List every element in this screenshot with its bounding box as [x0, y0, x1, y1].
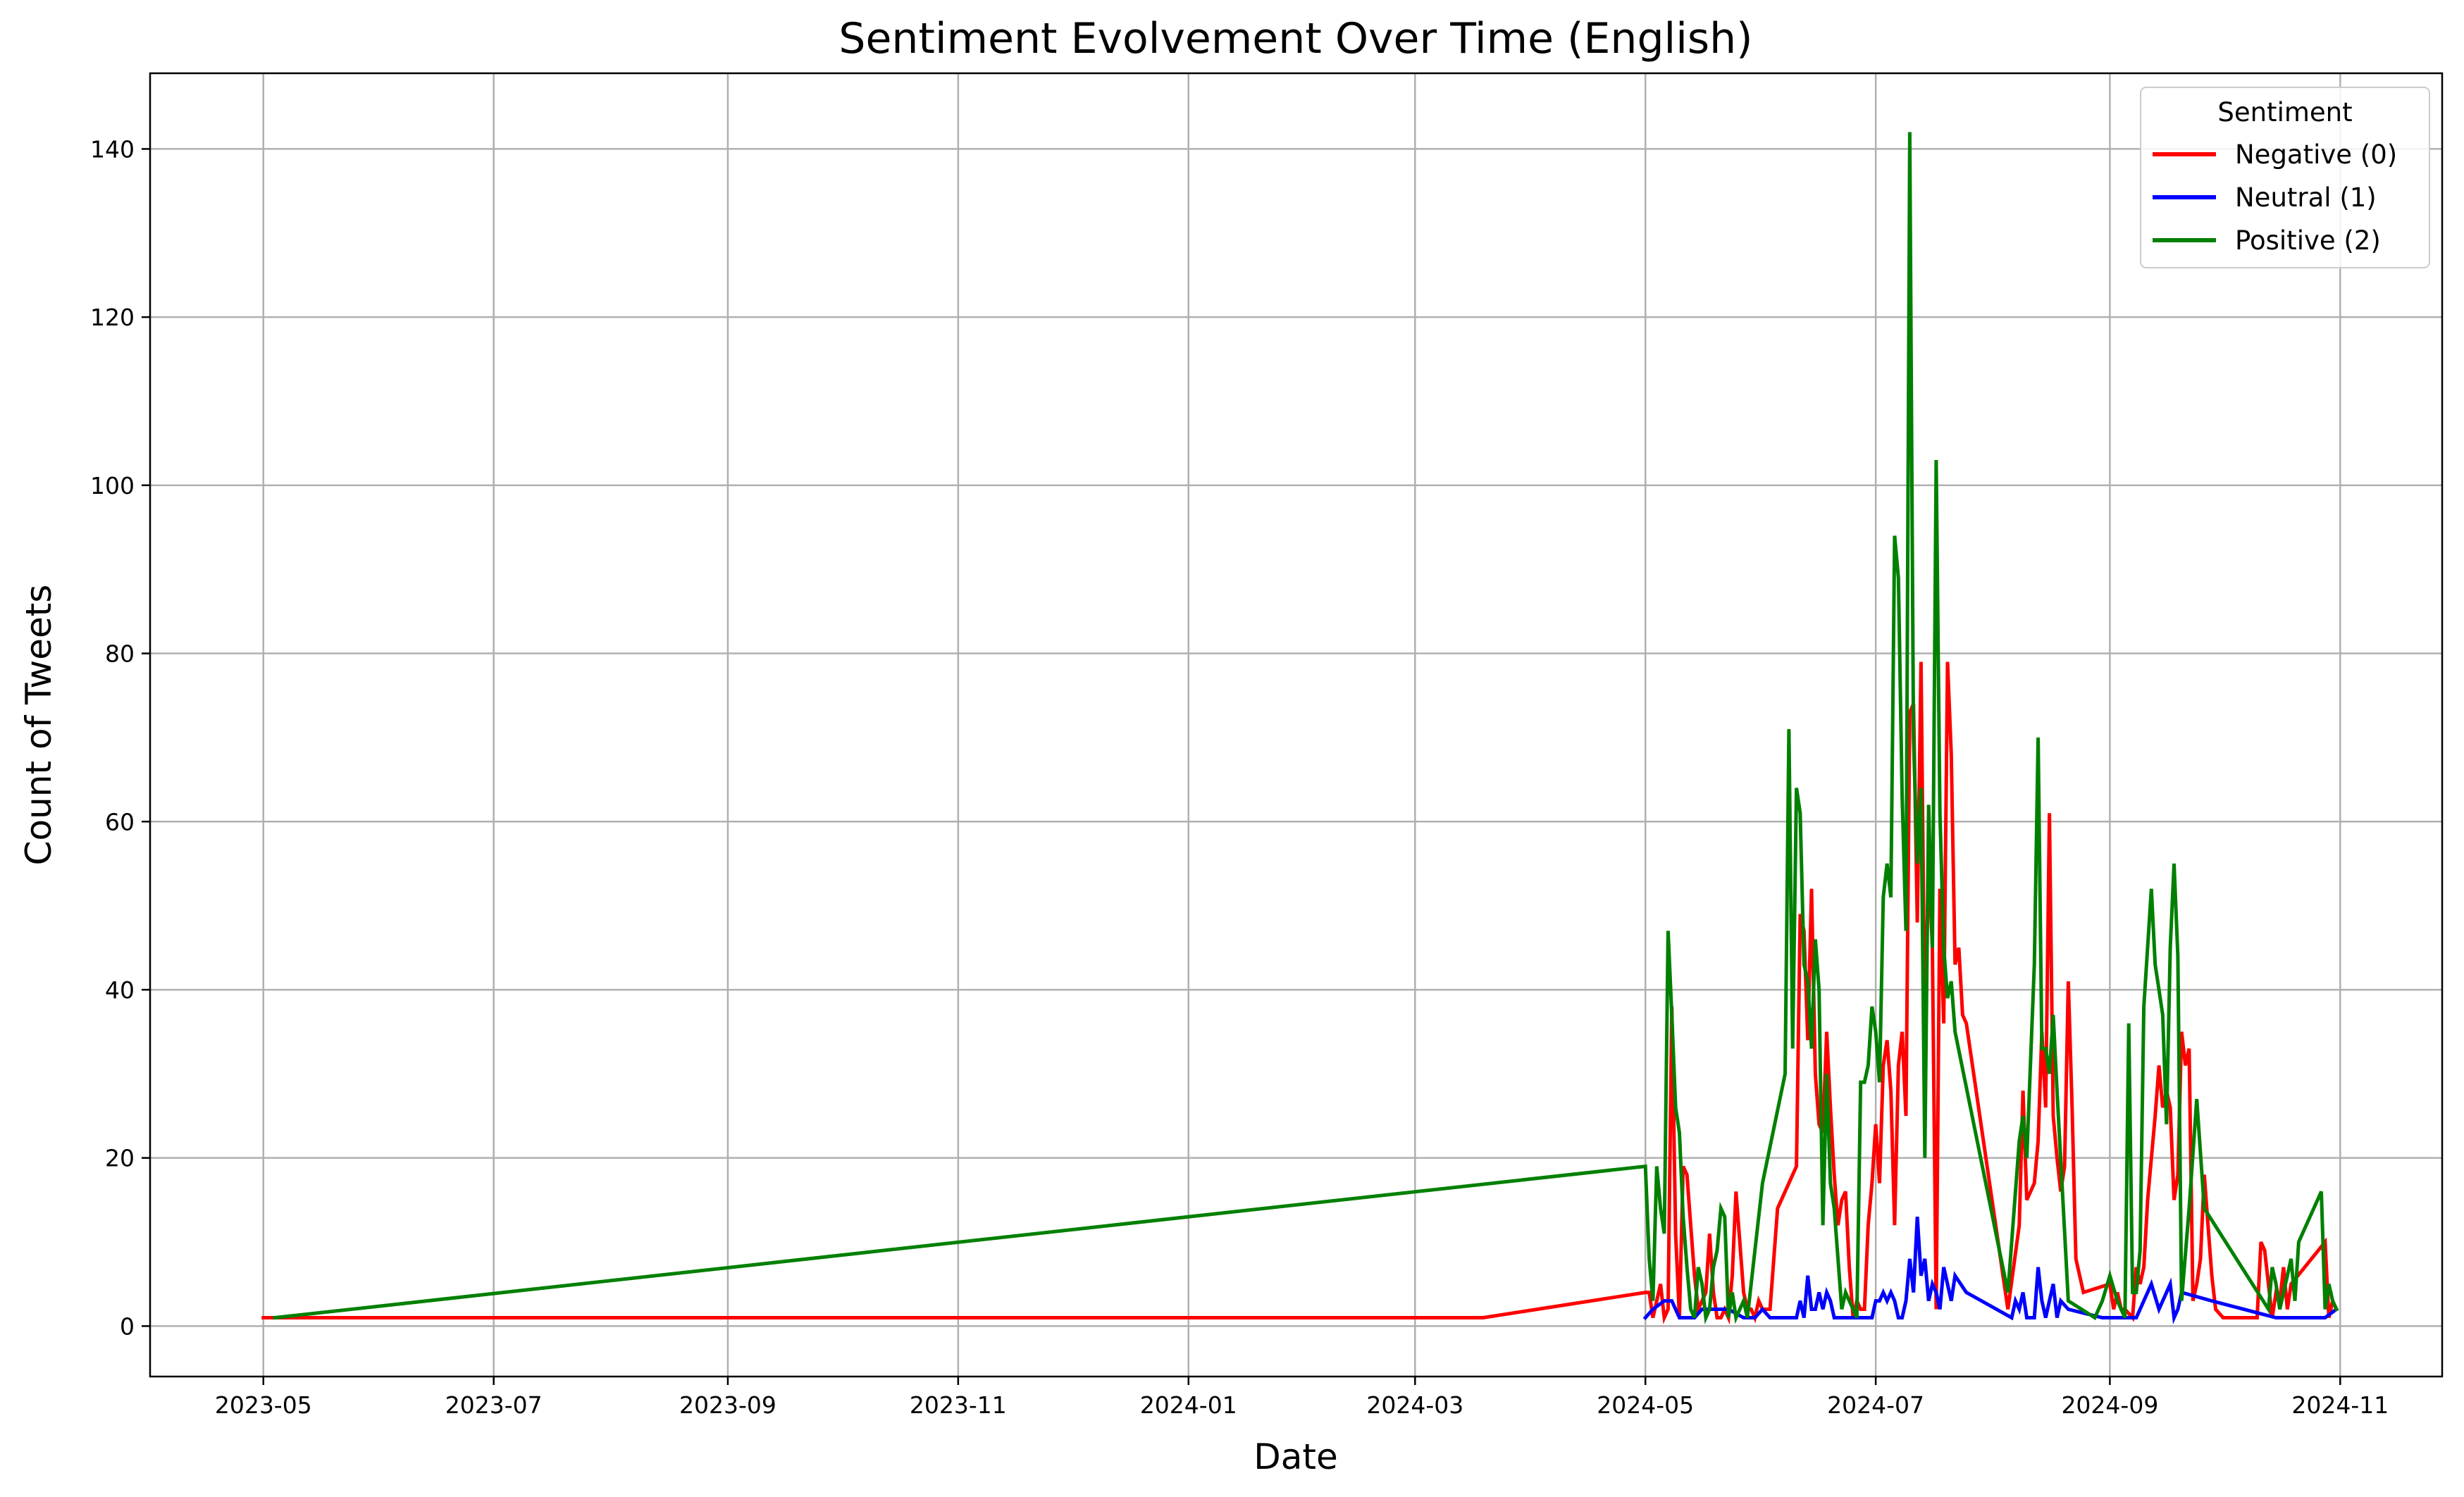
y-tick-label: 80	[105, 640, 135, 668]
x-tick-label: 2024-05	[1597, 1391, 1694, 1419]
x-tick-label: 2023-05	[215, 1391, 312, 1419]
legend-box	[2140, 87, 2430, 268]
y-tick-label: 100	[90, 472, 135, 499]
x-tick-label: 2024-07	[1827, 1391, 1924, 1419]
legend-label: Neutral (1)	[2235, 182, 2377, 213]
x-tick-label: 2024-11	[2291, 1391, 2389, 1419]
legend-label: Negative (0)	[2235, 139, 2397, 170]
y-tick-label: 140	[90, 135, 135, 163]
legend: Sentiment Negative (0) Neutral (1) Positiv…	[2140, 87, 2430, 268]
series-line-positive	[273, 132, 2339, 1324]
legend-title: Sentiment	[2217, 97, 2352, 128]
x-tick-label: 2024-09	[2061, 1391, 2158, 1419]
x-tick-label: 2024-03	[1366, 1391, 1463, 1419]
y-tick-label: 0	[120, 1312, 135, 1340]
y-tick-label: 20	[105, 1145, 135, 1172]
y-tick-label: 120	[90, 304, 135, 331]
x-tick-label: 2023-11	[910, 1391, 1007, 1419]
series-lines	[261, 132, 2339, 1325]
x-axis-label: Date	[1253, 1436, 1338, 1477]
grid	[150, 73, 2442, 1377]
ticks: 2023-05 2023-07 2023-09 2023-11 2024-01 2024-…	[90, 135, 2389, 1419]
legend-label: Positive (2)	[2235, 225, 2381, 256]
series-line-neutral	[1642, 1217, 2339, 1324]
y-tick-label: 60	[105, 808, 135, 836]
chart-title: Sentiment Evolvement Over Time (English)	[838, 14, 1752, 63]
legend-entries: Negative (0) Neutral (1) Positive (2)	[2153, 139, 2397, 256]
plot-frame	[149, 72, 2444, 1378]
x-tick-label: 2023-09	[679, 1391, 776, 1419]
y-axis-label: Count of Tweets	[18, 585, 59, 866]
x-tick-label: 2023-07	[445, 1391, 543, 1419]
x-tick-label: 2024-01	[1140, 1391, 1237, 1419]
y-tick-label: 40	[105, 976, 135, 1004]
